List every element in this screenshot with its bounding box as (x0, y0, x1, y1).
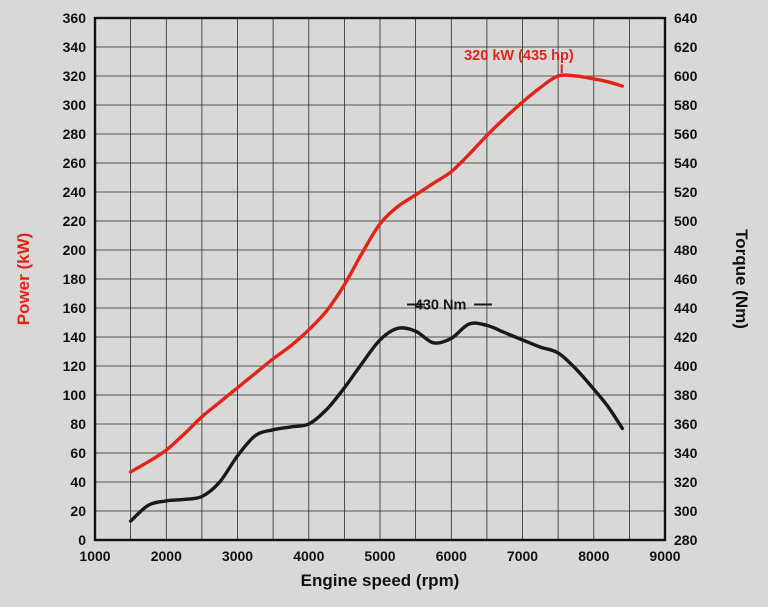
svg-text:520: 520 (674, 184, 698, 200)
y-right-tick-labels: 640 620 600 580 560 540 520 500 480 460 440 420 400 3… (674, 10, 698, 548)
svg-text:260: 260 (63, 155, 87, 171)
svg-text:300: 300 (63, 97, 87, 113)
svg-text:620: 620 (674, 39, 698, 55)
svg-text:580: 580 (674, 97, 698, 113)
svg-text:280: 280 (674, 532, 698, 548)
svg-text:20: 20 (70, 503, 86, 519)
svg-text:4000: 4000 (293, 548, 324, 564)
svg-text:240: 240 (63, 184, 87, 200)
svg-text:200: 200 (63, 242, 87, 258)
svg-text:9000: 9000 (649, 548, 680, 564)
svg-text:2000: 2000 (151, 548, 182, 564)
svg-text:7000: 7000 (507, 548, 538, 564)
svg-text:340: 340 (674, 445, 698, 461)
svg-text:160: 160 (63, 300, 87, 316)
svg-text:280: 280 (63, 126, 87, 142)
svg-text:120: 120 (63, 358, 87, 374)
svg-text:0: 0 (78, 532, 86, 548)
svg-text:380: 380 (674, 387, 698, 403)
svg-text:140: 140 (63, 329, 87, 345)
svg-text:600: 600 (674, 68, 698, 84)
svg-text:320: 320 (63, 68, 87, 84)
svg-text:5000: 5000 (364, 548, 395, 564)
svg-text:80: 80 (70, 416, 86, 432)
svg-text:1000: 1000 (79, 548, 110, 564)
svg-text:60: 60 (70, 445, 86, 461)
svg-text:540: 540 (674, 155, 698, 171)
svg-text:640: 640 (674, 10, 698, 26)
svg-text:500: 500 (674, 213, 698, 229)
svg-text:320: 320 (674, 474, 698, 490)
y-axis-label-power: Power (kW) (14, 232, 33, 326)
svg-text:400: 400 (674, 358, 698, 374)
svg-text:340: 340 (63, 39, 87, 55)
torque-curve (128, 321, 624, 523)
svg-text:3000: 3000 (222, 548, 253, 564)
svg-text:100: 100 (63, 387, 87, 403)
annotations: 320 kW (435 hp) 430 Nm (407, 48, 574, 314)
svg-text:440: 440 (674, 300, 698, 316)
x-axis-label: Engine speed (rpm) (300, 571, 460, 590)
svg-text:6000: 6000 (436, 548, 467, 564)
grid (94, 17, 666, 541)
y-axis-label-torque: Torque (Nm) (732, 229, 751, 329)
annotation-label: 320 kW (435 hp) (464, 48, 574, 64)
svg-text:560: 560 (674, 126, 698, 142)
svg-text:180: 180 (63, 271, 87, 287)
svg-text:360: 360 (63, 10, 87, 26)
svg-text:8000: 8000 (578, 548, 609, 564)
svg-text:40: 40 (70, 474, 86, 490)
annotation-label: 430 Nm (415, 298, 467, 314)
svg-text:460: 460 (674, 271, 698, 287)
svg-text:360: 360 (674, 416, 698, 432)
plot-frame (93, 16, 667, 542)
y-left-tick-labels: 3603403203002802602402202001801601401201… (63, 10, 87, 548)
power-curve (128, 73, 624, 474)
svg-text:420: 420 (674, 329, 698, 345)
svg-text:480: 480 (674, 242, 698, 258)
x-tick-labels: 1000 2000 3000 4000 5000 6000 7000 8000 9000 (79, 548, 680, 564)
svg-text:220: 220 (63, 213, 87, 229)
svg-text:300: 300 (674, 503, 698, 519)
